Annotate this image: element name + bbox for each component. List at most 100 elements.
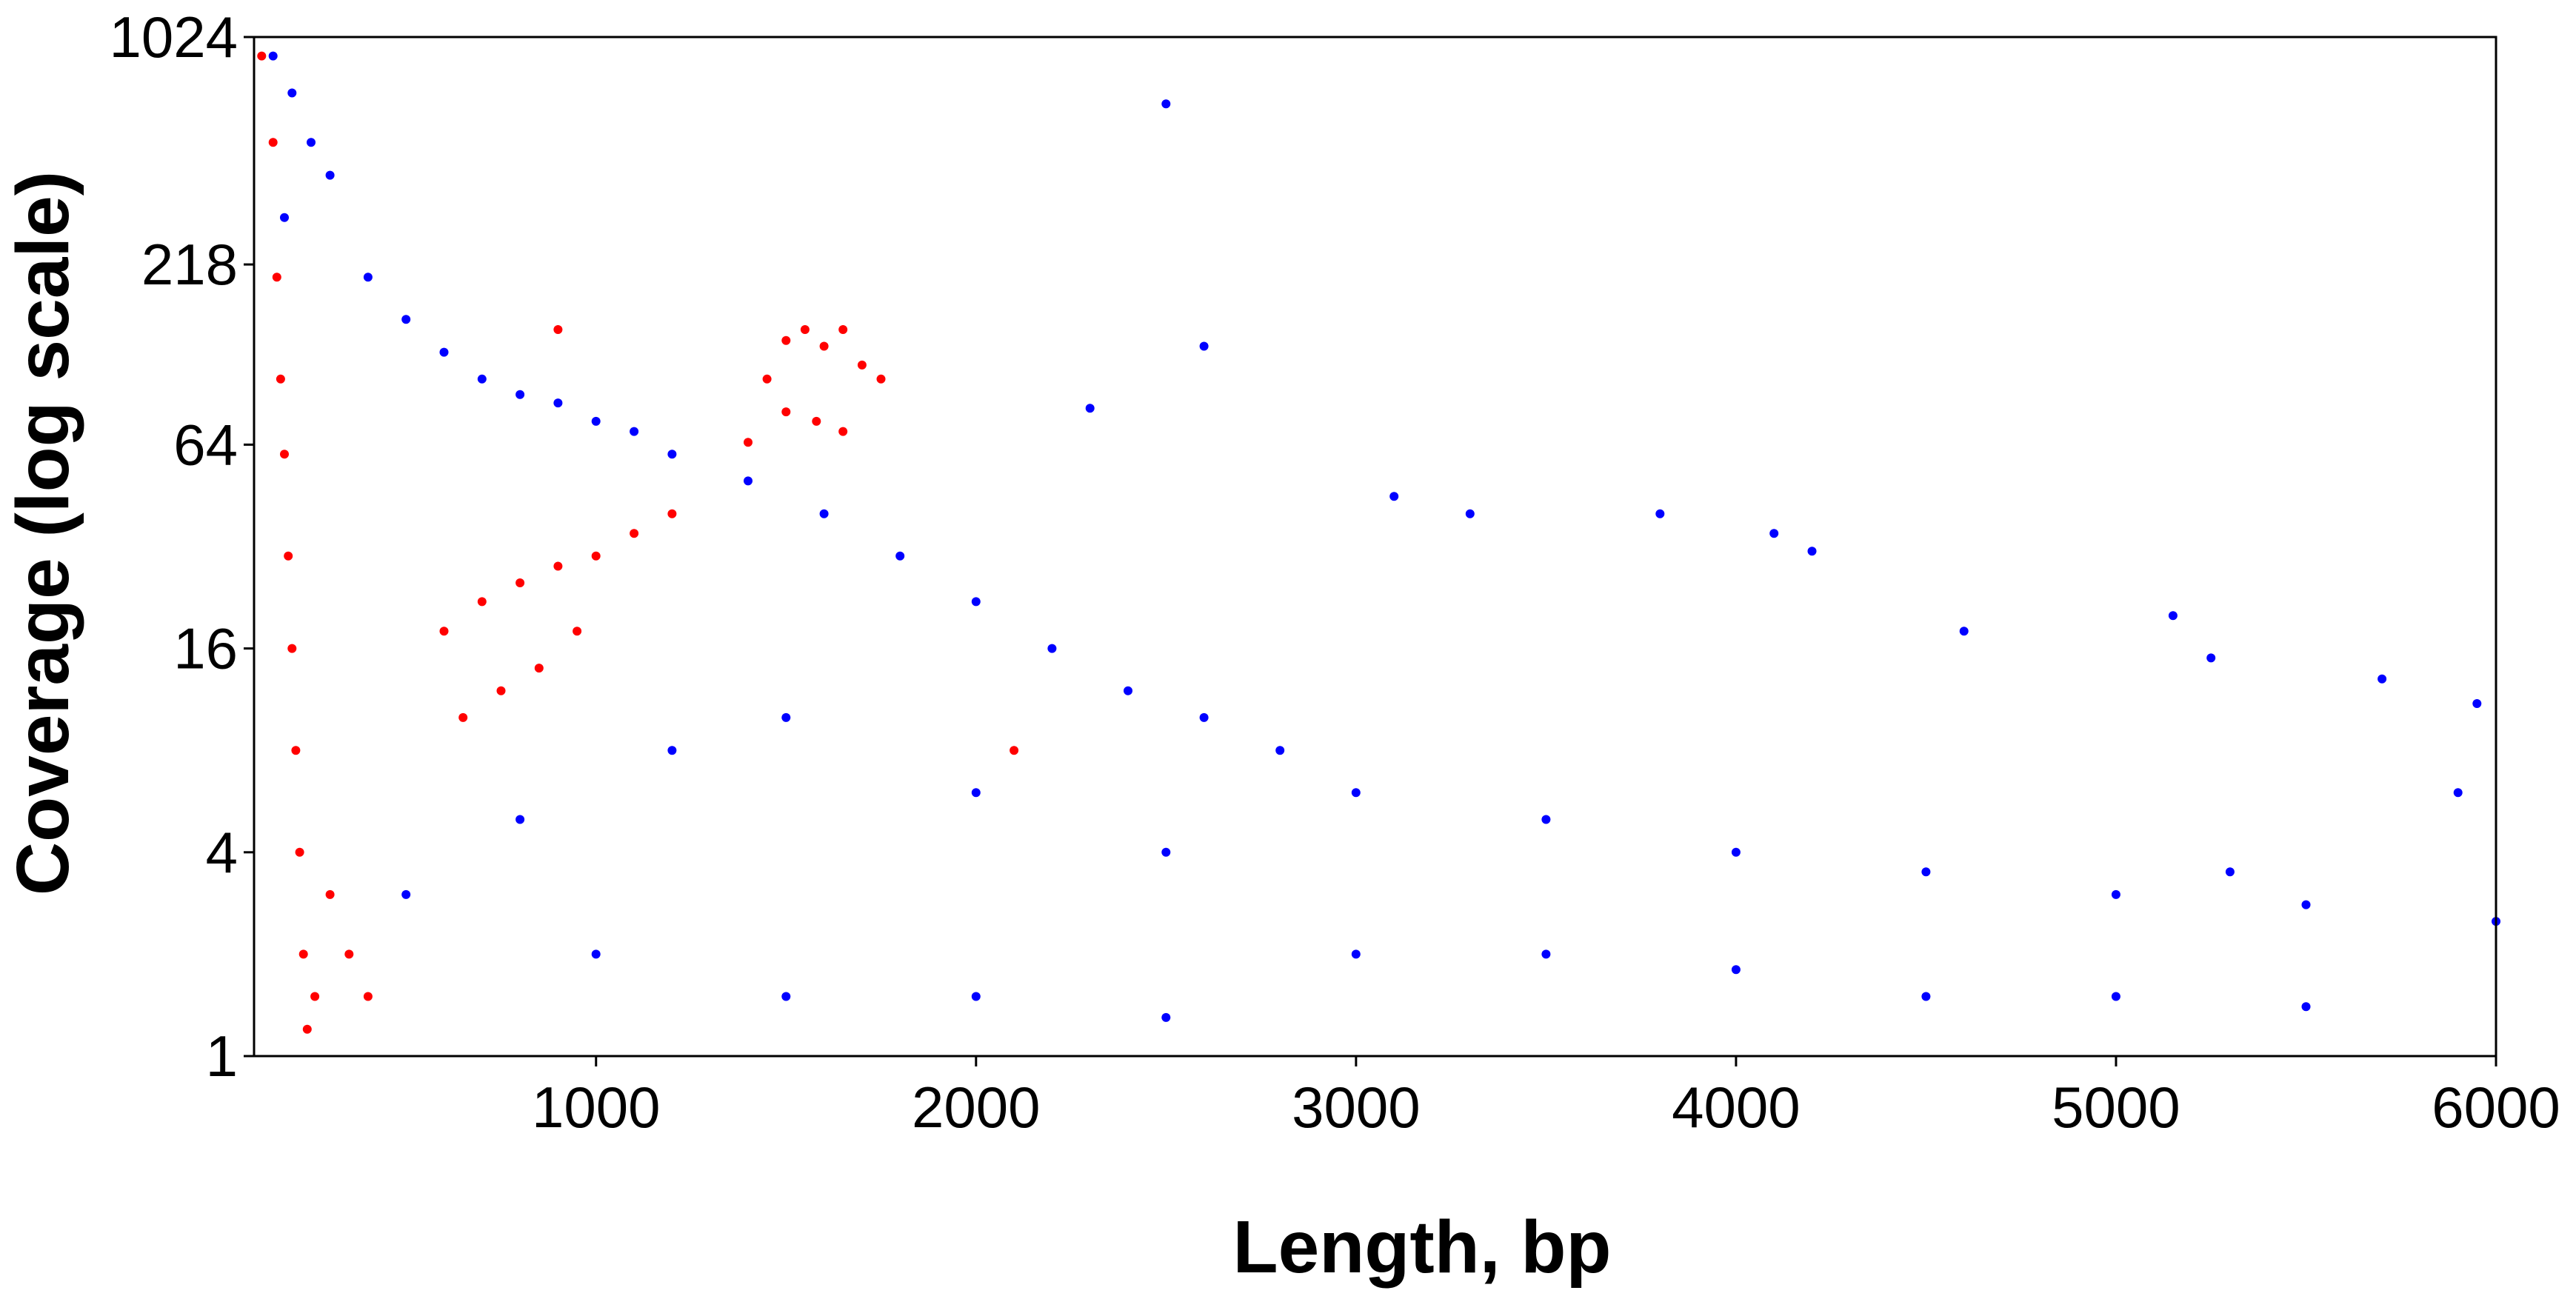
data-point xyxy=(553,561,563,571)
data-point xyxy=(812,416,821,426)
data-point xyxy=(1541,815,1551,824)
data-point xyxy=(477,597,487,607)
data-point xyxy=(971,788,981,798)
data-point xyxy=(1047,644,1057,653)
data-point xyxy=(280,450,289,459)
scatter-points xyxy=(257,51,2500,1034)
data-point xyxy=(1010,746,1019,755)
data-point xyxy=(287,88,297,98)
series-1-points xyxy=(268,51,2500,1022)
data-point xyxy=(2206,653,2216,663)
data-point xyxy=(363,273,373,282)
data-point xyxy=(302,1024,312,1034)
data-point xyxy=(1161,99,1171,109)
data-point xyxy=(276,374,285,384)
data-point xyxy=(439,347,449,357)
x-tick-label: 3000 xyxy=(1292,1075,1421,1140)
data-point xyxy=(800,325,810,334)
plot-frame xyxy=(253,36,2497,1058)
data-point xyxy=(515,815,525,824)
data-point xyxy=(2225,867,2235,877)
data-point xyxy=(298,949,308,959)
data-point xyxy=(325,170,335,180)
data-point xyxy=(291,746,301,755)
data-point xyxy=(591,949,601,959)
data-point xyxy=(1731,965,1741,975)
data-point xyxy=(971,597,981,607)
data-point xyxy=(2301,900,2311,909)
data-point xyxy=(287,644,297,653)
data-point xyxy=(1807,547,1817,556)
data-point xyxy=(280,213,289,222)
data-point xyxy=(781,712,791,722)
data-point xyxy=(819,509,829,518)
data-point xyxy=(857,360,867,370)
data-point xyxy=(325,889,335,899)
x-tick-label: 1000 xyxy=(532,1075,661,1140)
data-point xyxy=(1959,627,1969,636)
data-point xyxy=(363,992,373,1001)
y-tick-label: 4 xyxy=(206,820,238,885)
x-axis-title: Length, bp xyxy=(1233,1206,1612,1289)
data-point xyxy=(781,335,791,345)
data-point xyxy=(630,529,639,538)
data-point xyxy=(630,427,639,436)
data-point xyxy=(295,847,304,857)
data-point xyxy=(819,341,829,351)
data-point xyxy=(744,438,753,447)
data-point xyxy=(1161,1012,1171,1022)
data-point xyxy=(2168,611,2178,621)
series-2-points xyxy=(257,51,1019,1034)
data-point xyxy=(534,664,544,673)
data-point xyxy=(515,578,525,587)
data-point xyxy=(439,627,449,636)
data-point xyxy=(1921,867,1931,877)
data-point xyxy=(310,992,320,1001)
data-point xyxy=(257,51,267,61)
data-point xyxy=(876,374,886,384)
data-point xyxy=(401,315,411,324)
data-point xyxy=(401,889,411,899)
data-point xyxy=(2378,674,2387,684)
data-point xyxy=(268,51,278,61)
data-point xyxy=(895,551,905,561)
y-tick-label: 16 xyxy=(173,616,238,681)
axis-labels: Length, bp Coverage (log scale) xyxy=(1,171,1612,1289)
data-point xyxy=(458,712,468,722)
y-tick-label: 1 xyxy=(206,1023,238,1089)
x-tick-label: 5000 xyxy=(2052,1075,2180,1140)
data-point xyxy=(591,551,601,561)
axes: 1000 2000 3000 4000 5000 6000 1 4 16 64 218 1024 xyxy=(109,4,2560,1140)
y-tick-label: 1024 xyxy=(109,4,238,70)
data-point xyxy=(515,390,525,399)
data-point xyxy=(591,416,601,426)
data-point xyxy=(1769,529,1779,538)
data-point xyxy=(667,509,677,518)
data-point xyxy=(781,407,791,417)
data-point xyxy=(762,374,772,384)
data-point xyxy=(344,949,354,959)
data-point xyxy=(272,273,281,282)
y-axis-title: Coverage (log scale) xyxy=(1,171,84,895)
data-point xyxy=(2111,992,2120,1001)
data-point xyxy=(477,374,487,384)
data-point xyxy=(1389,492,1399,501)
y-tick-label: 218 xyxy=(141,232,238,297)
data-point xyxy=(1124,686,1132,695)
data-point xyxy=(1199,341,1209,351)
data-point xyxy=(1351,788,1361,798)
data-point xyxy=(1541,949,1551,959)
data-point xyxy=(667,746,677,755)
data-point xyxy=(2472,699,2482,708)
data-point xyxy=(1465,509,1475,518)
data-point xyxy=(1351,949,1361,959)
y-tick-label: 64 xyxy=(173,412,238,477)
data-point xyxy=(744,476,753,486)
data-point xyxy=(2453,788,2463,798)
data-point xyxy=(496,686,506,695)
data-point xyxy=(781,992,791,1001)
data-point xyxy=(971,992,981,1001)
data-point xyxy=(1655,509,1665,518)
